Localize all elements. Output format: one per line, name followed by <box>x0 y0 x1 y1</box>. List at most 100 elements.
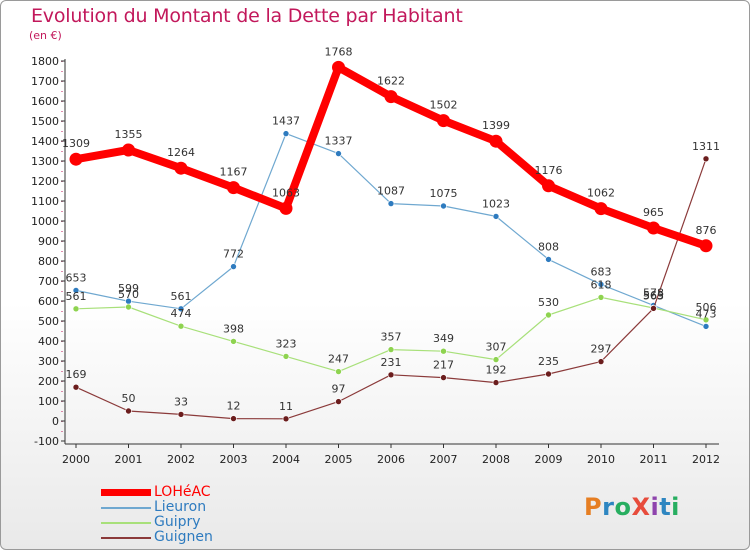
x-tick-label: 2010 <box>587 453 615 466</box>
data-label: 772 <box>223 248 244 261</box>
data-point <box>72 383 80 391</box>
logo-letter: i <box>650 493 660 521</box>
data-label: 599 <box>118 282 139 295</box>
data-label: 50 <box>122 392 136 405</box>
data-label: 1087 <box>377 185 405 198</box>
y-tick-label: 1300 <box>31 155 59 168</box>
data-label: 530 <box>538 296 559 309</box>
y-tick-label: 1100 <box>31 195 59 208</box>
y-tick-label: -100 <box>34 435 59 448</box>
data-label: 473 <box>696 307 717 320</box>
data-point <box>650 305 657 312</box>
data-label: 965 <box>643 206 664 219</box>
data-point <box>230 415 237 422</box>
x-tick-label: 2012 <box>692 453 720 466</box>
chart-subtitle: (en €) <box>29 29 62 42</box>
data-point <box>230 338 237 345</box>
data-label: 1355 <box>115 128 143 141</box>
data-point <box>492 213 500 220</box>
data-label: 570 <box>118 288 139 301</box>
data-label: 357 <box>381 331 402 344</box>
data-label: 578 <box>643 286 664 299</box>
data-label: 561 <box>66 290 87 303</box>
data-label: 1309 <box>62 137 90 150</box>
y-tick-label: 300 <box>38 355 59 368</box>
data-label: 398 <box>223 322 244 335</box>
data-point <box>437 114 450 128</box>
logo-letter: r <box>602 493 615 521</box>
y-tick-label: 1600 <box>31 95 59 108</box>
chart-legend: LOHéAC Lieuron Guipry Guignen <box>101 485 213 545</box>
data-point <box>279 201 293 215</box>
data-label: 1264 <box>167 146 195 159</box>
data-label: 169 <box>66 368 87 381</box>
data-label: 1337 <box>325 135 353 148</box>
data-label: 1311 <box>692 140 720 153</box>
data-point <box>384 90 398 104</box>
legend-swatch <box>101 506 151 509</box>
legend-label: LOHéAC <box>154 484 211 500</box>
data-label: 563 <box>643 289 664 302</box>
data-point <box>72 305 80 313</box>
data-point <box>545 370 552 378</box>
data-label: 247 <box>328 353 349 366</box>
data-label: 231 <box>381 356 402 369</box>
data-label: 349 <box>433 332 454 345</box>
data-point <box>125 303 132 311</box>
y-tick-label: 500 <box>38 315 59 328</box>
data-label: 217 <box>433 359 454 372</box>
x-tick-label: 2002 <box>167 453 195 466</box>
y-tick-label: 1700 <box>31 75 59 88</box>
data-label: 683 <box>591 265 612 278</box>
legend-swatch <box>101 536 151 539</box>
data-point <box>542 179 555 193</box>
data-point <box>282 353 290 360</box>
logo-letter: o <box>614 493 632 521</box>
data-point <box>440 374 447 381</box>
legend-item: Lieuron <box>101 500 213 515</box>
y-tick-label: 400 <box>38 335 59 348</box>
data-label: 1176 <box>535 164 563 177</box>
y-tick-label: 900 <box>38 235 59 248</box>
data-point <box>174 161 188 175</box>
x-tick-label: 2000 <box>62 453 90 466</box>
data-label: 97 <box>332 383 346 396</box>
data-label: 561 <box>171 290 192 303</box>
data-label: 565 <box>643 289 664 302</box>
data-label: 11 <box>279 400 293 413</box>
data-label: 1062 <box>587 187 615 200</box>
logo-letter: P <box>584 493 603 521</box>
data-label: 33 <box>174 395 188 408</box>
data-label: 323 <box>276 337 297 350</box>
data-label: 1399 <box>482 119 510 132</box>
y-tick-label: 600 <box>38 295 59 308</box>
data-label: 1622 <box>377 75 405 88</box>
data-point <box>597 281 605 288</box>
data-label: 1167 <box>220 166 248 179</box>
data-label: 1063 <box>272 186 300 199</box>
x-tick-label: 2006 <box>377 453 405 466</box>
data-point <box>702 323 710 330</box>
x-tick-label: 2009 <box>535 453 563 466</box>
x-tick-label: 2001 <box>115 453 143 466</box>
data-label: 1502 <box>430 99 458 112</box>
y-tick-label: 0 <box>52 415 59 428</box>
data-point <box>177 322 185 330</box>
legend-label: Guipry <box>154 514 201 530</box>
data-point <box>545 311 552 319</box>
data-point <box>702 316 710 324</box>
data-point <box>647 221 660 235</box>
data-point <box>440 347 447 355</box>
data-label: 1437 <box>272 115 300 128</box>
y-tick-label: 1400 <box>31 135 59 148</box>
data-label: 12 <box>227 400 241 413</box>
x-tick-label: 2008 <box>482 453 510 466</box>
y-tick-label: 1500 <box>31 115 59 128</box>
legend-label: Lieuron <box>154 499 207 515</box>
chart-title: Evolution du Montant de la Dette par Hab… <box>31 5 463 27</box>
y-tick-label: 1000 <box>31 215 59 228</box>
data-point <box>597 358 605 365</box>
legend-label: Guignen <box>154 529 213 545</box>
